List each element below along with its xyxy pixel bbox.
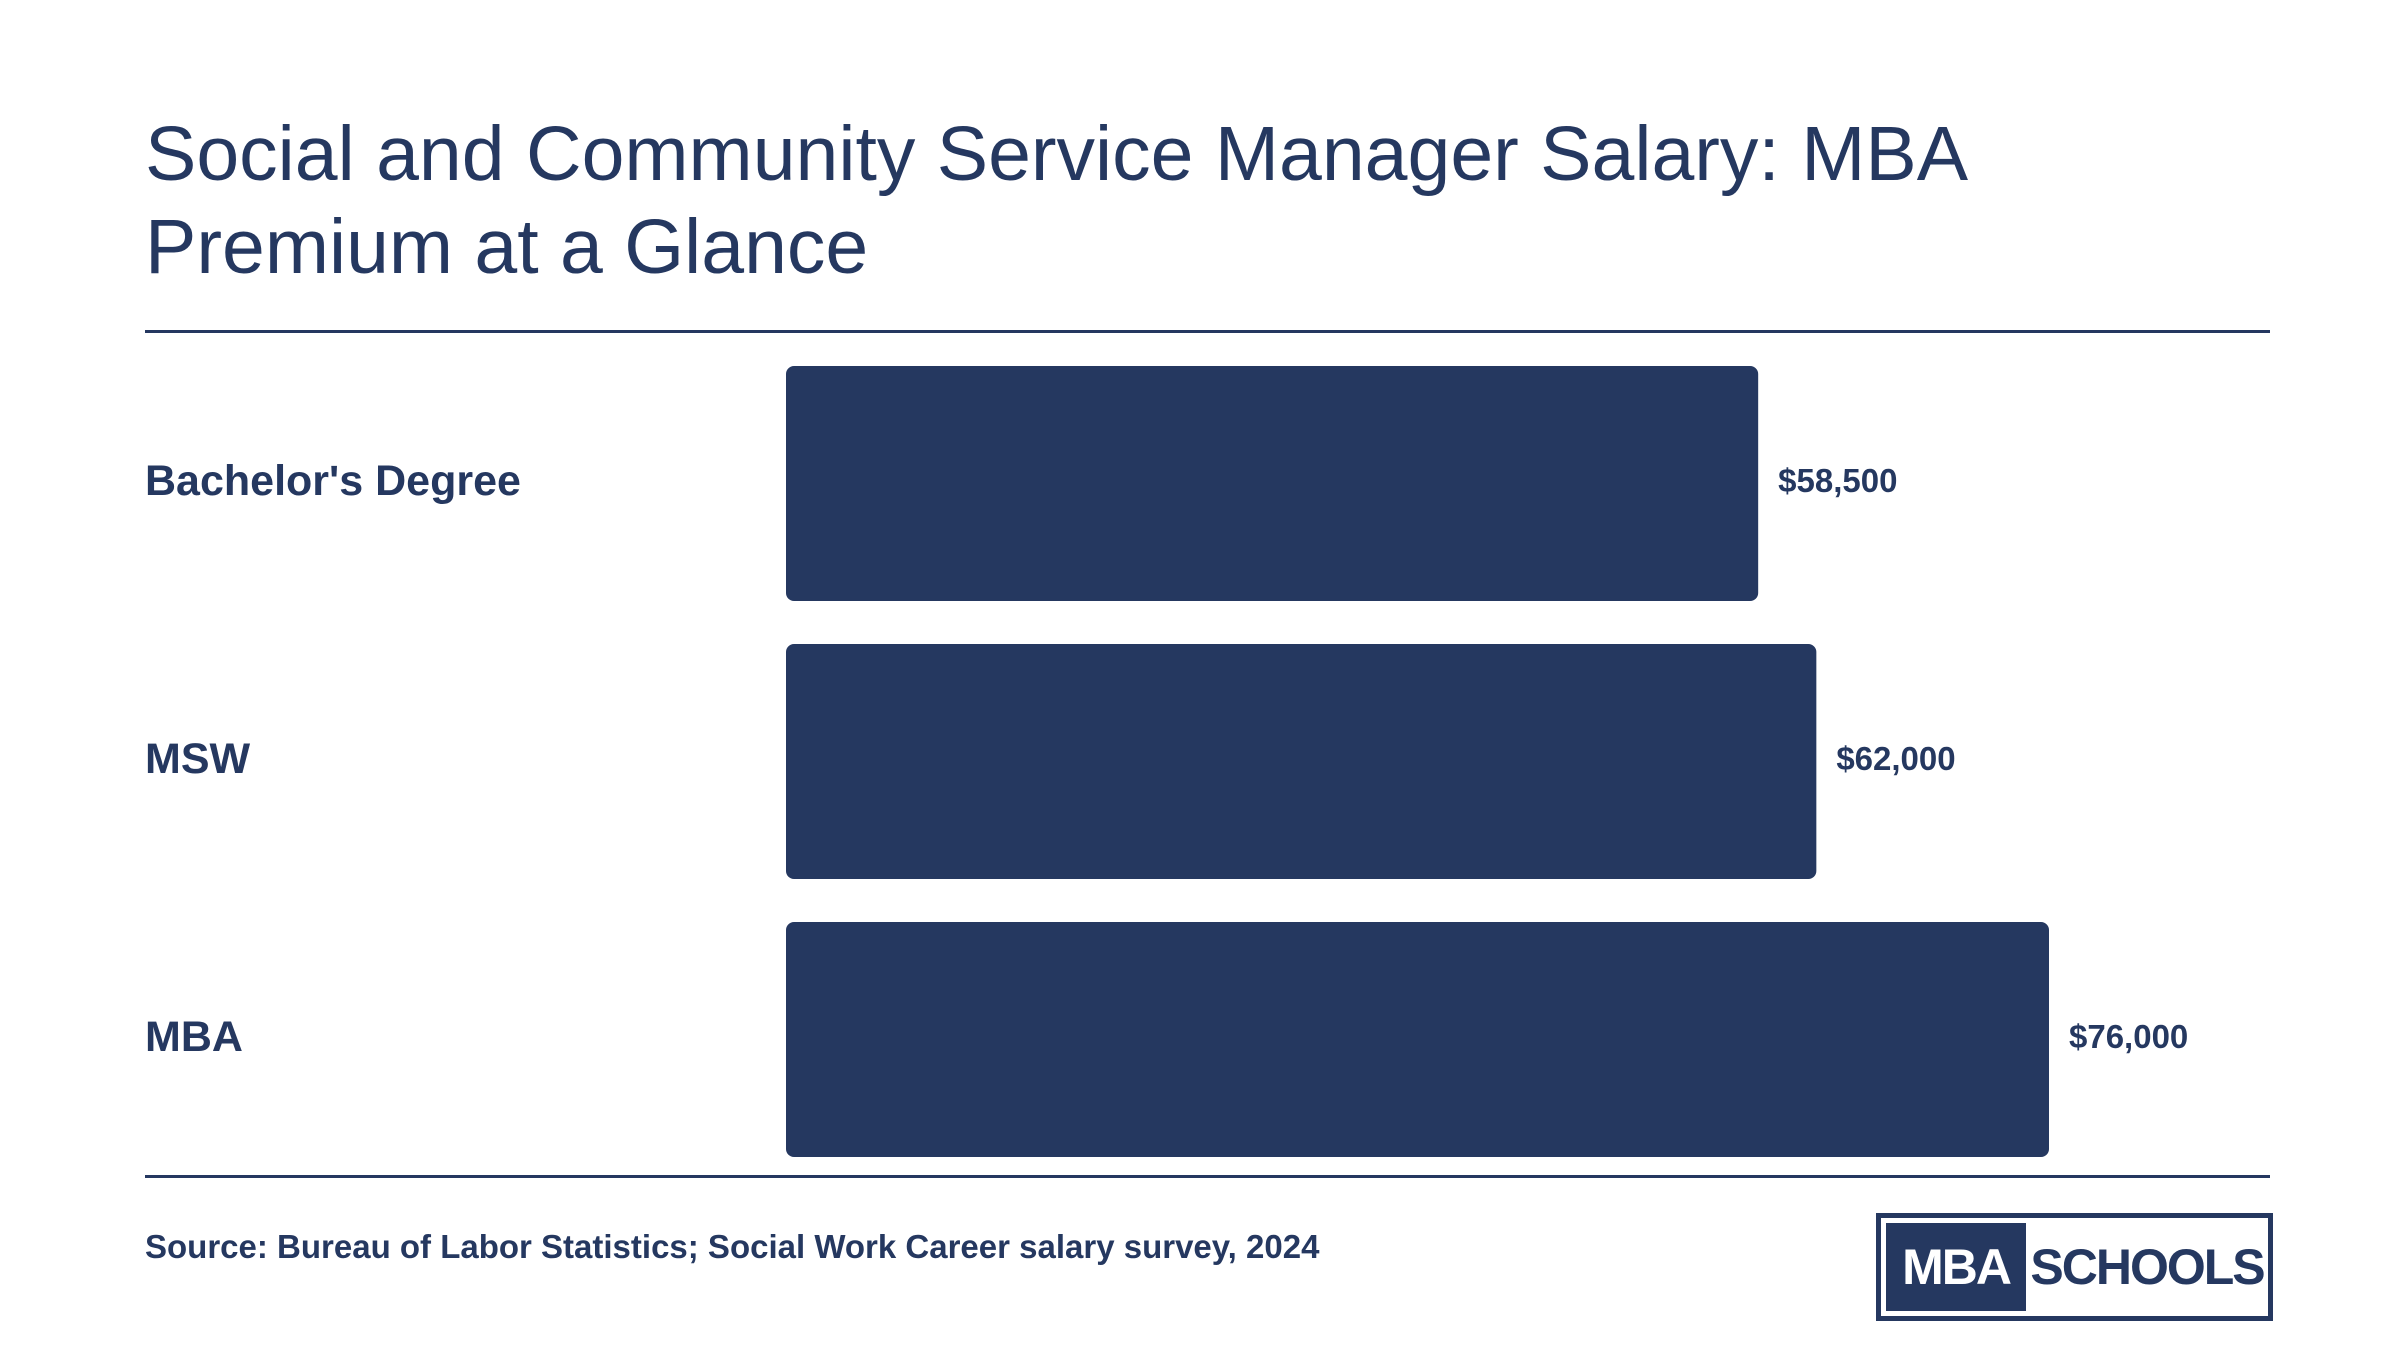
category-label: Bachelor's Degree (145, 457, 521, 505)
value-label: $76,000 (2069, 1018, 2188, 1055)
category-label: MBA (145, 1013, 243, 1061)
category-label: MSW (145, 735, 251, 783)
logo-schools-text: SCHOOLS (2030, 1239, 2265, 1295)
bottom-divider (145, 1175, 2270, 1178)
bar-mba (786, 922, 2049, 1157)
value-label: $58,500 (1778, 462, 1897, 499)
chart-title: Social and Community Service Manager Sal… (145, 111, 1964, 290)
bar-bachelor-s-degree (786, 366, 1759, 601)
value-label: $62,000 (1836, 740, 1955, 777)
logo-mba-text: MBA (1886, 1223, 2026, 1311)
source-note: Source: Bureau of Labor Statistics; Soci… (145, 1228, 1320, 1265)
mba-schools-logo: MBA SCHOOLS (1876, 1213, 2273, 1321)
top-divider (145, 330, 2270, 333)
bar-msw (786, 644, 1817, 879)
